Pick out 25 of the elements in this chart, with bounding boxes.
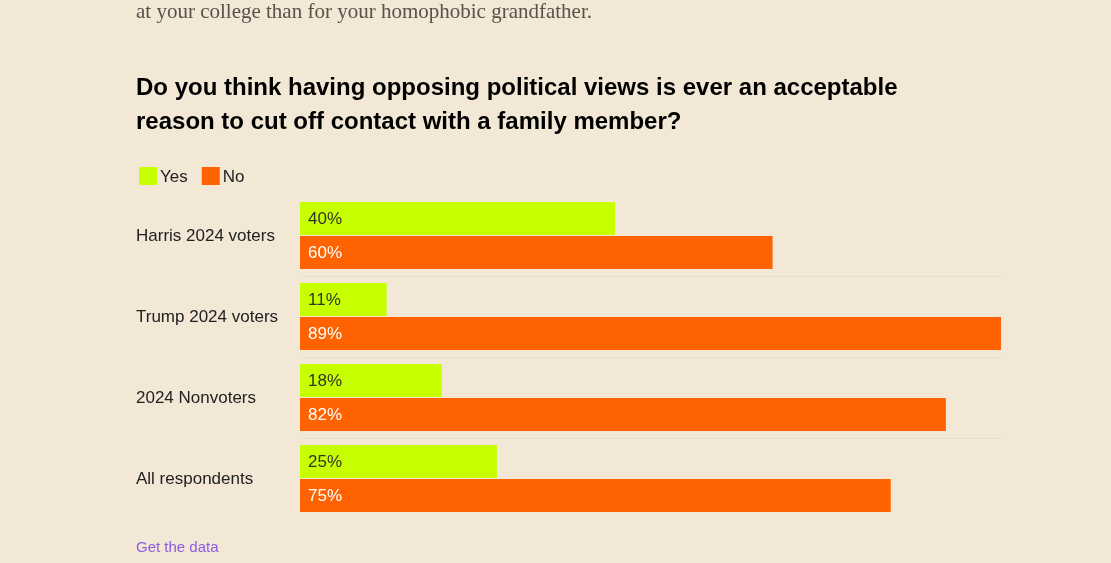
legend-label: No — [222, 166, 245, 186]
bar — [300, 444, 497, 478]
bar — [300, 201, 616, 235]
bar — [300, 398, 946, 432]
data-label: 40% — [308, 208, 343, 228]
data-label: 25% — [308, 451, 343, 471]
y-tick-label: Harris 2024 voters — [136, 226, 275, 245]
y-tick-label: Trump 2024 voters — [136, 307, 279, 326]
bar — [300, 282, 387, 316]
data-label: 75% — [308, 486, 343, 506]
legend-label: Yes — [160, 166, 188, 186]
data-label: 11% — [308, 289, 341, 309]
bar — [300, 479, 891, 513]
text: at your college than for your homophobic grandfather. — [136, 0, 593, 23]
bar — [300, 317, 1001, 351]
bar — [300, 363, 442, 397]
data-label: 89% — [308, 324, 343, 344]
text: Get the data — [136, 538, 220, 555]
data-label: 82% — [308, 405, 343, 425]
data-label: 18% — [308, 370, 343, 390]
y-tick-label: 2024 Nonvoters — [136, 388, 257, 407]
chart-title: Do you think having opposing political views is ever an acceptable reason to cut off contact with a family member? — [136, 72, 905, 134]
y-tick-label: All respondents — [136, 469, 254, 488]
data-label: 60% — [308, 243, 343, 263]
bar — [300, 236, 773, 270]
